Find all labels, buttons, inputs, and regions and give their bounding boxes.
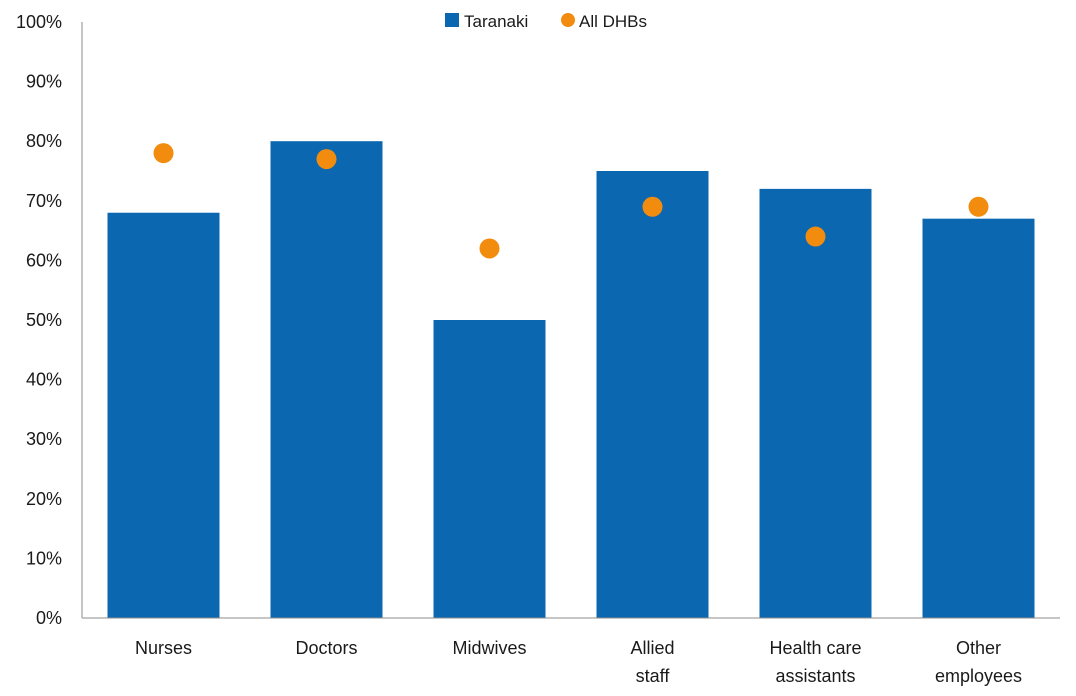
y-tick-label: 90%	[26, 72, 62, 92]
y-tick-label: 50%	[26, 310, 62, 330]
dot-all-dhbs	[316, 149, 337, 170]
y-tick-label: 30%	[26, 429, 62, 449]
dot-all-dhbs	[805, 226, 826, 247]
bar-taranaki	[433, 320, 546, 618]
legend: Taranaki All DHBs	[445, 12, 647, 31]
dot-all-dhbs	[642, 196, 663, 217]
legend-label-all-dhbs: All DHBs	[579, 12, 647, 31]
bar-taranaki	[270, 141, 383, 618]
y-tick-label: 100%	[16, 12, 62, 32]
x-category-label: Nurses	[135, 638, 192, 658]
bar-taranaki	[759, 188, 872, 618]
x-category-label: Other employees	[935, 638, 1022, 686]
y-tick-label: 20%	[26, 489, 62, 509]
dot-all-dhbs	[153, 143, 174, 164]
y-tick-label: 80%	[26, 131, 62, 151]
y-tick-label: 70%	[26, 191, 62, 211]
y-tick-label: 10%	[26, 548, 62, 568]
y-tick-label: 40%	[26, 370, 62, 390]
x-category-label: Doctors	[295, 638, 357, 658]
y-tick-label: 0%	[36, 608, 62, 628]
bar-taranaki	[107, 212, 220, 618]
legend-swatch-taranaki	[445, 13, 459, 27]
x-category-label: Midwives	[452, 638, 526, 658]
y-tick-label: 60%	[26, 250, 62, 270]
bar-taranaki	[596, 171, 709, 618]
dot-all-dhbs	[968, 196, 989, 217]
legend-label-taranaki: Taranaki	[464, 12, 528, 31]
bar-taranaki	[922, 218, 1035, 618]
x-category-label: Allied staff	[630, 638, 674, 686]
dot-all-dhbs	[479, 238, 500, 259]
dots	[153, 143, 989, 259]
x-category-label: Health care assistants	[769, 638, 861, 686]
y-axis: 0% 10% 20% 30% 40% 50% 60% 70% 80% 90% 100%	[16, 12, 83, 628]
legend-swatch-all-dhbs	[561, 13, 575, 27]
x-axis: Nurses Doctors Midwives Allied staff Health c…	[82, 617, 1060, 686]
bars	[107, 141, 1035, 618]
